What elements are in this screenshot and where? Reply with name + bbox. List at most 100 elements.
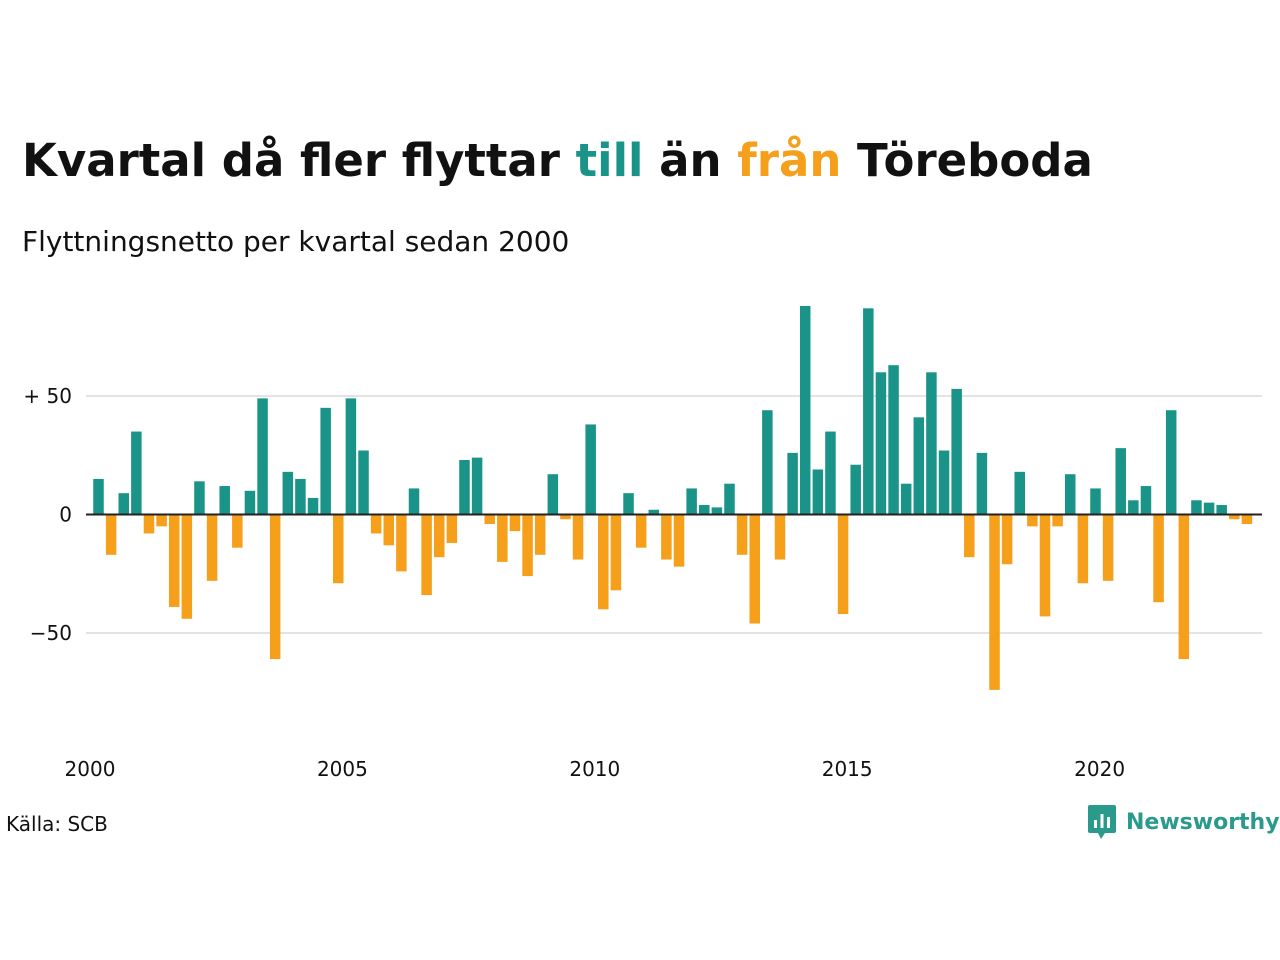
data-bar — [181, 514, 193, 619]
data-bar — [837, 514, 849, 615]
data-bar — [1077, 514, 1089, 584]
data-bar — [635, 514, 647, 548]
chart-subtitle: Flyttningsnetto per kvartal sedan 2000 — [22, 225, 570, 258]
x-axis-labels: 2000 2005 2010 2015 2020 — [65, 757, 1126, 781]
data-bar — [623, 493, 634, 515]
data-bar — [1039, 514, 1051, 617]
data-bar — [875, 372, 887, 515]
data-bar — [118, 493, 129, 515]
source-label: Källa: SCB — [6, 812, 108, 836]
data-bar — [1241, 514, 1253, 524]
x-tick-label: 2020 — [1074, 757, 1125, 781]
data-bar — [396, 514, 407, 572]
title-text-start: Kvartal då fler flyttar — [22, 134, 576, 187]
x-tick-label: 2000 — [65, 757, 116, 781]
data-bar — [269, 514, 281, 660]
data-bar — [1102, 514, 1114, 581]
data-bar — [1115, 448, 1126, 515]
data-bar — [547, 474, 559, 515]
data-bar — [686, 488, 697, 515]
data-bar — [307, 497, 319, 515]
title-text-end: Töreboda — [841, 134, 1093, 187]
data-bar — [1178, 514, 1190, 660]
y-tick-label: 0 — [59, 503, 72, 527]
data-bar — [93, 478, 104, 515]
newsworthy-brand: Newsworthy — [1088, 802, 1280, 842]
data-bar — [522, 514, 533, 577]
data-bar — [168, 514, 180, 607]
data-bar — [1027, 514, 1038, 527]
data-bar — [433, 514, 445, 558]
data-bar — [825, 431, 836, 515]
data-bar — [143, 514, 155, 534]
data-bar — [812, 469, 824, 515]
data-bar — [787, 452, 798, 515]
data-bar — [497, 514, 508, 562]
data-bar — [976, 452, 988, 515]
data-bar — [610, 514, 622, 591]
data-bar — [282, 471, 294, 515]
data-bar — [938, 450, 950, 515]
data-bar — [661, 514, 672, 560]
data-bar — [699, 505, 710, 515]
data-bar — [534, 514, 546, 555]
data-bar — [1191, 500, 1202, 515]
data-bar — [446, 514, 458, 543]
data-bar — [900, 483, 912, 515]
y-tick-label: + 50 — [23, 384, 72, 408]
data-bar — [913, 417, 925, 515]
data-bar — [572, 514, 584, 560]
data-bar — [1165, 410, 1177, 515]
data-bar — [888, 365, 899, 515]
data-bar — [257, 398, 268, 515]
data-bar — [1128, 500, 1139, 515]
y-axis-labels: + 50 0 −50 — [23, 384, 72, 645]
data-bar — [749, 514, 760, 624]
gridlines — [86, 395, 1262, 634]
title-text-middle: än — [643, 134, 738, 187]
brand-name: Newsworthy — [1126, 809, 1280, 835]
data-bar — [774, 514, 786, 560]
data-bar — [1203, 502, 1215, 515]
data-bar — [598, 514, 609, 610]
y-tick-label: −50 — [30, 621, 72, 645]
data-bar — [1014, 471, 1026, 515]
data-bar — [724, 483, 735, 515]
data-bar — [1140, 486, 1152, 515]
data-bar — [333, 514, 344, 584]
data-bar — [1052, 514, 1063, 527]
data-bar — [131, 431, 142, 515]
data-bar — [219, 486, 230, 515]
data-bar — [964, 514, 975, 558]
data-bar — [156, 514, 167, 527]
data-bar — [1229, 514, 1240, 520]
newsworthy-logo-icon — [1088, 805, 1116, 839]
data-bar — [560, 514, 571, 520]
data-bar — [408, 488, 420, 515]
data-bar — [1001, 514, 1013, 565]
data-bar — [509, 514, 521, 532]
data-bar — [762, 410, 773, 515]
data-bar — [989, 514, 1000, 690]
data-bar — [484, 514, 495, 524]
data-bar — [105, 514, 117, 555]
x-tick-label: 2015 — [822, 757, 873, 781]
data-bar — [421, 514, 432, 596]
data-bar — [345, 398, 357, 515]
data-bar — [648, 509, 660, 515]
data-bar — [863, 308, 874, 515]
x-tick-label: 2005 — [317, 757, 368, 781]
data-bar — [459, 459, 470, 515]
data-bar — [232, 514, 243, 548]
data-bar — [383, 514, 395, 546]
data-bar — [850, 464, 861, 515]
chart-title: Kvartal då fler flyttar till än från Tör… — [22, 131, 1093, 191]
data-bar — [926, 372, 937, 515]
data-bar — [1090, 488, 1101, 515]
data-bar — [320, 407, 331, 515]
x-tick-label: 2010 — [569, 757, 620, 781]
data-bar — [951, 388, 962, 515]
data-bar — [1064, 474, 1076, 515]
data-bar — [711, 507, 723, 515]
